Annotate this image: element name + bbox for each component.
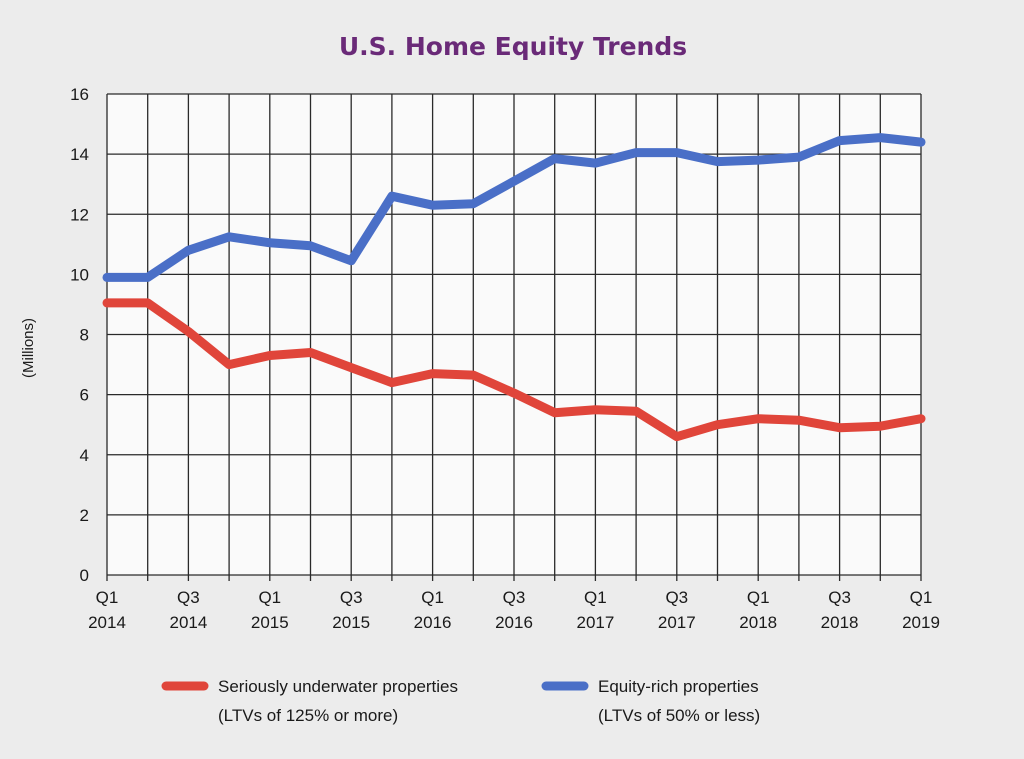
legend-sublabel-underwater: (LTVs of 125% or more) bbox=[218, 706, 398, 725]
x-tick-label-year: 2019 bbox=[902, 613, 940, 632]
x-tick-label-quarter: Q1 bbox=[96, 588, 119, 607]
x-tick-label-quarter: Q1 bbox=[584, 588, 607, 607]
x-tick-label-quarter: Q1 bbox=[747, 588, 770, 607]
grid-lines bbox=[106, 93, 922, 581]
x-tick-label-year: 2015 bbox=[251, 613, 289, 632]
x-tick-label-year: 2016 bbox=[414, 613, 452, 632]
chart-title: U.S. Home Equity Trends bbox=[339, 32, 687, 61]
x-tick-label-quarter: Q1 bbox=[258, 588, 281, 607]
y-tick-label: 4 bbox=[80, 446, 89, 465]
y-tick-label: 2 bbox=[80, 506, 89, 525]
x-tick-label-quarter: Q3 bbox=[828, 588, 851, 607]
x-tick-label-quarter: Q3 bbox=[340, 588, 363, 607]
x-tick-label-year: 2018 bbox=[739, 613, 777, 632]
y-tick-label: 12 bbox=[70, 205, 89, 224]
y-tick-label: 8 bbox=[80, 326, 89, 345]
x-tick-label-quarter: Q1 bbox=[910, 588, 933, 607]
x-tick-label-year: 2014 bbox=[169, 613, 207, 632]
legend-label-equity_rich: Equity-rich properties bbox=[598, 677, 759, 696]
x-tick-label-year: 2017 bbox=[658, 613, 696, 632]
series-lines bbox=[102, 133, 926, 442]
x-tick-label-quarter: Q3 bbox=[177, 588, 200, 607]
x-tick-label-year: 2017 bbox=[576, 613, 614, 632]
series-line-equity_rich bbox=[102, 133, 926, 282]
y-axis-label: (Millions) bbox=[20, 318, 37, 378]
y-tick-label: 6 bbox=[80, 386, 89, 405]
x-axis-ticks: Q1 2014 Q3 2014 Q1 2015 Q3 2015 Q1 2016 Q3 2016 Q1 20… bbox=[88, 588, 940, 632]
x-tick-label-year: 2018 bbox=[821, 613, 859, 632]
y-axis-ticks: 0 2 4 6 8 10 12 14 16 bbox=[70, 85, 89, 585]
legend-label-underwater: Seriously underwater properties bbox=[218, 677, 458, 696]
legend: Seriously underwater properties (LTVs of … bbox=[161, 677, 760, 725]
y-tick-label: 10 bbox=[70, 265, 89, 284]
y-tick-label: 0 bbox=[80, 566, 89, 585]
x-tick-label-year: 2016 bbox=[495, 613, 533, 632]
x-tick-label-quarter: Q3 bbox=[503, 588, 526, 607]
y-tick-label: 14 bbox=[70, 145, 89, 164]
series-line-underwater bbox=[102, 298, 926, 442]
x-tick-label-quarter: Q1 bbox=[421, 588, 444, 607]
x-tick-label-year: 2014 bbox=[88, 613, 126, 632]
legend-sublabel-equity_rich: (LTVs of 50% or less) bbox=[598, 706, 760, 725]
x-tick-label-year: 2015 bbox=[332, 613, 370, 632]
x-tick-label-quarter: Q3 bbox=[665, 588, 688, 607]
y-tick-label: 16 bbox=[70, 85, 89, 104]
